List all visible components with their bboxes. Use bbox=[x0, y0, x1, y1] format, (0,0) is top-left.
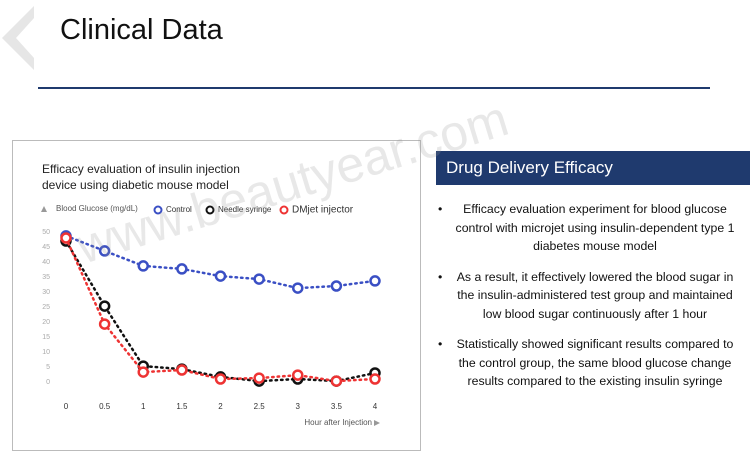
y-tick-label: 45 bbox=[42, 244, 50, 251]
y-tick-label: 5 bbox=[46, 364, 50, 371]
bullet: As a result, it effectively lowered the … bbox=[430, 268, 750, 324]
data-point bbox=[330, 280, 343, 292]
chart: Efficacy evaluation of insulin injection… bbox=[41, 162, 381, 427]
legend-label: Control bbox=[166, 205, 192, 214]
data-point bbox=[98, 318, 111, 330]
legend-marker bbox=[279, 205, 289, 215]
data-point bbox=[369, 275, 381, 287]
panel-header: Drug Delivery Efficacy bbox=[436, 151, 750, 185]
chart-frame bbox=[12, 140, 421, 451]
y-tick-label: 30 bbox=[42, 289, 50, 296]
bullet: Statistically showed significant results… bbox=[430, 335, 750, 391]
y-axis-arrow bbox=[41, 206, 47, 212]
data-point bbox=[292, 282, 304, 294]
y-tick-label: 35 bbox=[42, 274, 50, 281]
bullet-list: Efficacy evaluation experiment for blood… bbox=[430, 200, 750, 403]
legend-label: Needle syringe bbox=[218, 205, 272, 214]
x-axis-arrow bbox=[374, 420, 380, 426]
y-tick-label: 50 bbox=[42, 229, 50, 236]
data-point bbox=[98, 245, 111, 257]
data-point bbox=[292, 369, 304, 381]
data-point bbox=[60, 232, 72, 244]
data-point bbox=[214, 270, 227, 282]
chart-title: Efficacy evaluation of insulin injection bbox=[42, 162, 240, 176]
legend-marker bbox=[153, 205, 163, 215]
x-tick-label: 3 bbox=[296, 402, 301, 411]
data-point bbox=[330, 375, 343, 387]
slide-title: Clinical Data bbox=[60, 14, 223, 46]
data-point bbox=[176, 364, 188, 376]
chart-title: device using diabetic mouse model bbox=[42, 178, 229, 192]
panel-title: Drug Delivery Efficacy bbox=[446, 158, 613, 177]
data-point bbox=[137, 260, 149, 272]
y-tick-label: 15 bbox=[42, 334, 50, 341]
x-tick-label: 0 bbox=[64, 402, 69, 411]
data-point bbox=[253, 273, 265, 285]
y-tick-label: 40 bbox=[42, 259, 50, 266]
series-line bbox=[64, 236, 377, 383]
x-tick-label: 2 bbox=[218, 402, 223, 411]
legend-label: DMjet injector bbox=[292, 205, 354, 216]
data-point bbox=[137, 366, 149, 378]
legend-marker bbox=[205, 205, 215, 215]
data-point bbox=[176, 263, 188, 275]
x-tick-label: 1 bbox=[141, 402, 146, 411]
x-tick-label: 3.5 bbox=[331, 402, 343, 411]
data-point bbox=[253, 372, 265, 384]
x-axis-label: Hour after Injection bbox=[304, 418, 372, 427]
data-point bbox=[369, 373, 381, 385]
data-point bbox=[214, 373, 227, 385]
x-tick-label: 2.5 bbox=[254, 402, 266, 411]
chevron-decoration bbox=[2, 6, 34, 70]
x-tick-label: 4 bbox=[373, 402, 378, 411]
y-tick-label: 10 bbox=[42, 349, 50, 356]
y-tick-label: 0 bbox=[46, 379, 50, 386]
data-point bbox=[98, 300, 111, 312]
x-tick-label: 0.5 bbox=[99, 402, 111, 411]
y-tick-label: 25 bbox=[42, 304, 50, 311]
y-axis-label: Blood Glucose (mg/dL) bbox=[56, 204, 138, 213]
bullet: Efficacy evaluation experiment for blood… bbox=[430, 200, 750, 256]
y-tick-label: 20 bbox=[42, 319, 50, 326]
x-tick-label: 1.5 bbox=[176, 402, 188, 411]
